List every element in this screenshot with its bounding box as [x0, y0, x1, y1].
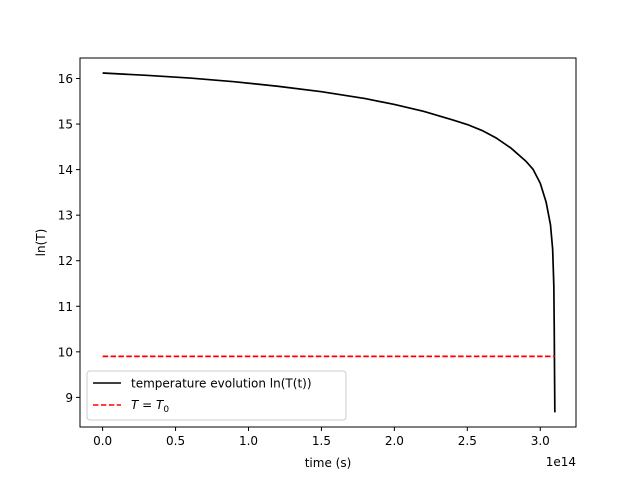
x-tick-label: 0.5 [166, 434, 185, 448]
y-tick-label: 14 [58, 163, 73, 177]
x-tick-label: 1.0 [239, 434, 258, 448]
y-tick-label: 9 [65, 391, 73, 405]
legend-label-t0: T = T0 [131, 398, 169, 415]
y-axis-label: ln(T) [34, 229, 48, 257]
x-axis-ticks: 0.0 0.5 1.0 1.5 2.0 2.5 3.0 [93, 427, 550, 448]
series-line-temperature [102, 72, 556, 413]
y-tick-label: 11 [58, 300, 73, 314]
y-tick-label: 15 [58, 118, 73, 132]
legend-label-t0-sub: 0 [163, 405, 169, 415]
y-axis-ticks: 9 10 11 12 13 14 15 16 [58, 72, 80, 405]
x-tick-label: 2.5 [458, 434, 477, 448]
legend-label-t0-base: T = T [131, 398, 165, 412]
x-axis-label: time (s) [305, 456, 352, 470]
x-tick-label: 0.0 [93, 434, 112, 448]
y-tick-label: 10 [58, 345, 73, 359]
y-tick-label: 16 [58, 72, 73, 86]
x-tick-label: 3.0 [531, 434, 550, 448]
legend-box [86, 370, 347, 421]
x-tick-label: 2.0 [385, 434, 404, 448]
axes-frame [79, 57, 577, 428]
y-tick-label: 12 [58, 254, 73, 268]
x-tick-label: 1.5 [312, 434, 331, 448]
legend-label-temperature: temperature evolution ln(T(t)) [131, 377, 312, 391]
legend: temperature evolution ln(T(t)) T = T0 [86, 370, 347, 421]
y-tick-label: 13 [58, 209, 73, 223]
x-axis-offset-label: 1e14 [546, 455, 576, 469]
plot-lines [102, 72, 556, 413]
